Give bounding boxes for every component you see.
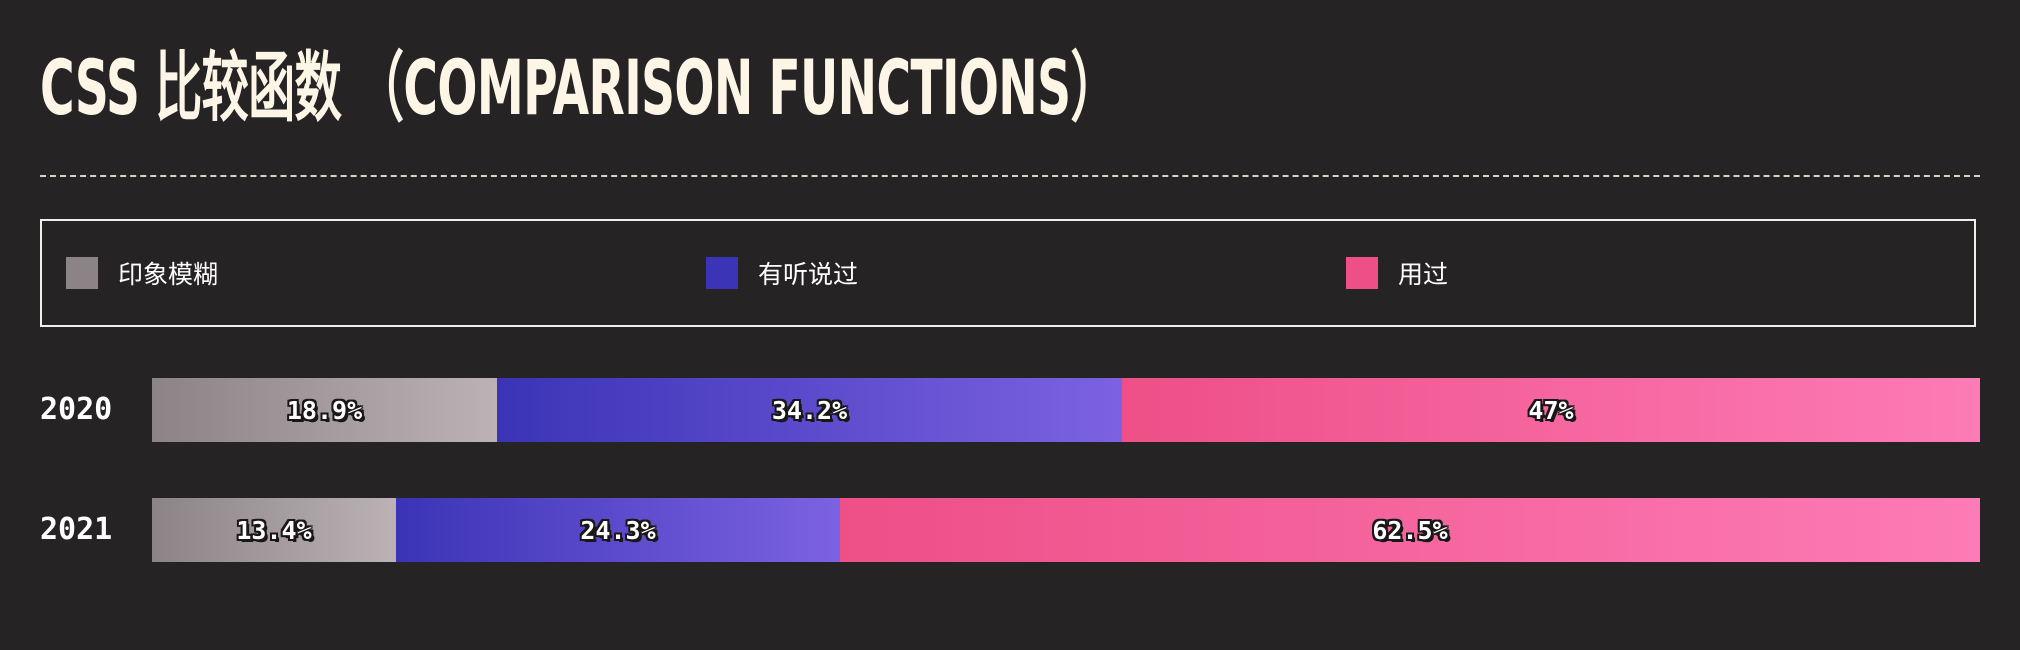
legend-item-1: 印象模糊 [66,221,218,325]
bar-segment: 47% [1122,378,1980,442]
legend-swatch [1346,257,1378,289]
legend-item-3: 用过 [1346,221,1448,325]
category-label: 2021 [40,512,113,547]
data-label: 47% [1528,395,1574,425]
legend-swatch [706,257,738,289]
bar-track: 18.9% 34.2% 47% [152,378,1980,442]
legend-label: 有听说过 [758,260,859,289]
bar-segment: 24.3% [396,498,840,562]
category-label: 2020 [40,392,113,427]
data-label: 34.2% [771,395,848,425]
legend-item-2: 有听说过 [706,221,858,325]
data-label: 62.5% [1372,515,1448,545]
legend-label: 用过 [1398,260,1449,289]
bar-track: 13.4% 24.3% 62.5% [152,498,1980,562]
bar-segment: 18.9% [152,378,497,442]
bar-segment: 13.4% [152,498,396,562]
data-label: 24.3% [580,515,656,545]
legend: 印象模糊 有听说过 用过 [40,219,1976,327]
data-label: 18.9% [286,395,363,425]
legend-swatch [66,257,98,289]
legend-label: 印象模糊 [118,260,219,289]
bar-segment: 62.5% [840,498,1980,562]
data-label: 13.4% [236,515,312,545]
chart-title: CSS 比较函数 （COMPARISON FUNCTIONS） [40,43,1118,132]
bar-segment: 34.2% [497,378,1122,442]
dashed-divider [40,175,1980,177]
